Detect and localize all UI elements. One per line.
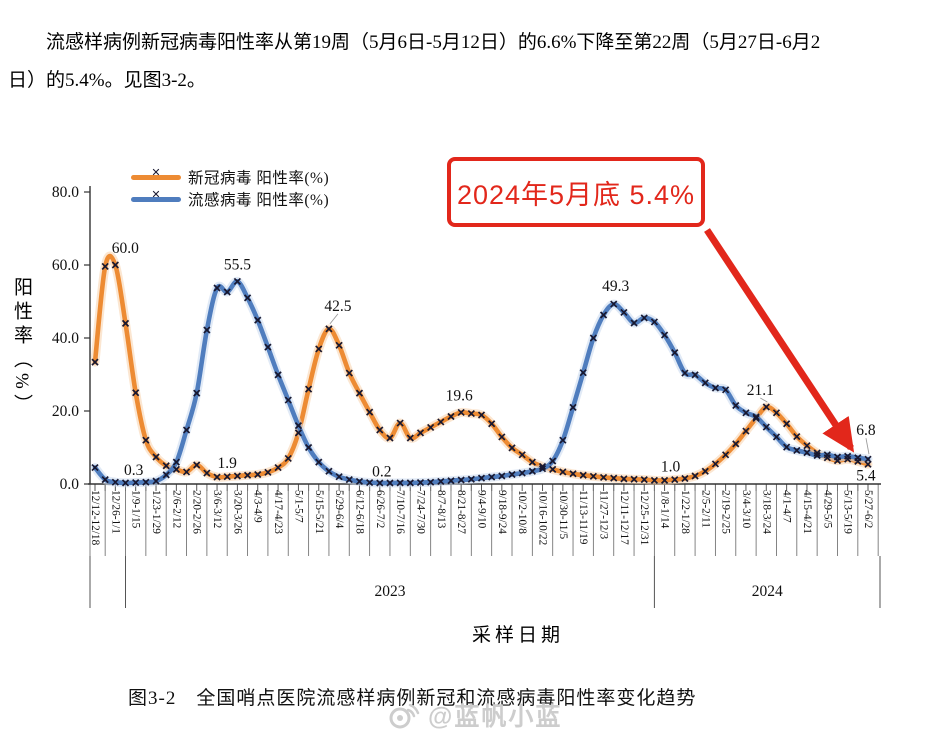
y-axis-title: 阳性率（%） — [11, 277, 32, 418]
x-axis-title: 采样日期 — [471, 625, 565, 646]
svg-text:11/27-12/3: 11/27-12/3 — [598, 490, 610, 540]
covid-line-swatch: ✕ — [131, 167, 181, 180]
svg-text:40.0: 40.0 — [52, 330, 79, 347]
legend-item-flu: ✕ 流感病毒 阳性率(%) — [131, 188, 329, 210]
svg-text:19.6: 19.6 — [446, 387, 473, 404]
svg-text:60.0: 60.0 — [52, 257, 79, 274]
svg-text:4/3-4/9: 4/3-4/9 — [252, 490, 264, 523]
svg-text:5/15-5/21: 5/15-5/21 — [313, 490, 325, 534]
svg-text:7/10-7/16: 7/10-7/16 — [394, 490, 406, 534]
svg-text:1/9-1/15: 1/9-1/15 — [130, 490, 142, 529]
annotation-arrow — [704, 228, 855, 453]
svg-text:11/13-11/19: 11/13-11/19 — [577, 490, 589, 545]
annotation-box: 2024年5月底 5.4% — [447, 157, 705, 227]
svg-text:8/7-8/13: 8/7-8/13 — [435, 490, 447, 529]
svg-text:4/17-4/23: 4/17-4/23 — [272, 490, 284, 534]
svg-text:12/12-12/18: 12/12-12/18 — [89, 490, 101, 546]
svg-text:2/5-2/11: 2/5-2/11 — [699, 490, 711, 528]
flu-line-swatch: ✕ — [131, 189, 181, 202]
svg-text:2/6-2/12: 2/6-2/12 — [170, 490, 182, 529]
svg-text:2023: 2023 — [374, 583, 405, 600]
x-marker-icon: ✕ — [151, 187, 161, 201]
x-marker-icon: ✕ — [151, 165, 161, 179]
svg-text:3/18-3/24: 3/18-3/24 — [760, 490, 772, 534]
svg-text:5/1-5/7: 5/1-5/7 — [292, 490, 304, 523]
svg-text:5/27-6/2: 5/27-6/2 — [862, 490, 874, 529]
chart-legend: ✕ 新冠病毒 阳性率(%) ✕ 流感病毒 阳性率(%) — [131, 166, 329, 210]
svg-text:3/20-3/26: 3/20-3/26 — [231, 490, 243, 534]
svg-text:5.4: 5.4 — [856, 467, 876, 484]
paragraph-line-1: 流感样病例新冠病毒阳性率从第19周（5月6日-5月12日）的6.6%下降至第22… — [46, 32, 821, 53]
annotation-text: 2024年5月底 5.4% — [456, 179, 696, 210]
svg-text:12/25-12/31: 12/25-12/31 — [638, 490, 650, 545]
watermark-text: @蓝帆小蓝 — [428, 703, 563, 731]
watermark: @蓝帆小蓝 — [388, 697, 562, 733]
svg-text:5/13-5/19: 5/13-5/19 — [842, 490, 854, 534]
svg-text:1.9: 1.9 — [218, 455, 238, 472]
svg-text:1/23-1/29: 1/23-1/29 — [150, 490, 162, 534]
svg-text:2/20-2/26: 2/20-2/26 — [191, 490, 203, 534]
svg-text:1/8-1/14: 1/8-1/14 — [659, 490, 671, 529]
svg-text:9/18-9/24: 9/18-9/24 — [496, 490, 508, 534]
svg-text:4/15-4/21: 4/15-4/21 — [801, 490, 813, 534]
svg-text:6.8: 6.8 — [856, 422, 876, 439]
watermark-logo-icon — [389, 703, 420, 729]
svg-text:10/2-10/8: 10/2-10/8 — [516, 490, 528, 534]
svg-text:21.1: 21.1 — [747, 382, 774, 399]
figure-caption: 图3-2 全国哨点医院流感样病例新冠和流感病毒阳性率变化趋势 — [128, 688, 697, 709]
svg-text:2/19-2/25: 2/19-2/25 — [720, 490, 732, 534]
svg-text:10/30-11/5: 10/30-11/5 — [557, 490, 569, 540]
svg-text:6/12-6/18: 6/12-6/18 — [353, 490, 365, 534]
svg-text:4/1-4/7: 4/1-4/7 — [781, 490, 793, 523]
svg-text:60.0: 60.0 — [112, 240, 139, 257]
svg-text:80.0: 80.0 — [52, 184, 79, 201]
svg-text:20.0: 20.0 — [52, 403, 79, 420]
svg-text:10/16-10/22: 10/16-10/22 — [537, 490, 549, 546]
svg-text:9/4-9/10: 9/4-9/10 — [475, 490, 487, 529]
svg-text:5/29-6/4: 5/29-6/4 — [333, 490, 345, 529]
svg-text:12/11-12/17: 12/11-12/17 — [618, 490, 630, 545]
legend-label-flu: 流感病毒 阳性率(%) — [188, 192, 330, 209]
svg-text:12/26-1/1: 12/26-1/1 — [109, 490, 121, 534]
svg-text:3/6-3/12: 3/6-3/12 — [211, 490, 223, 529]
svg-text:3/4-3/10: 3/4-3/10 — [740, 490, 752, 529]
svg-text:0.2: 0.2 — [372, 463, 391, 480]
svg-text:55.5: 55.5 — [224, 256, 251, 273]
intro-paragraph: 流感样病例新冠病毒阳性率从第19周（5月6日-5月12日）的6.6%下降至第22… — [8, 24, 936, 100]
legend-item-covid: ✕ 新冠病毒 阳性率(%) — [131, 166, 329, 188]
svg-text:4/29-5/5: 4/29-5/5 — [821, 490, 833, 529]
svg-text:0.3: 0.3 — [124, 462, 144, 479]
paragraph-line-2: 日）的5.4%。见图3-2。 — [8, 70, 206, 91]
svg-text:0.0: 0.0 — [60, 476, 80, 493]
legend-label-covid: 新冠病毒 阳性率(%) — [188, 170, 330, 187]
svg-text:8/21-8/27: 8/21-8/27 — [455, 490, 467, 534]
svg-text:1/22-1/28: 1/22-1/28 — [679, 490, 691, 534]
svg-text:2024: 2024 — [752, 583, 783, 600]
svg-text:49.3: 49.3 — [602, 278, 629, 295]
svg-text:42.5: 42.5 — [324, 298, 351, 315]
svg-text:1.0: 1.0 — [661, 458, 681, 475]
svg-text:7/24-7/30: 7/24-7/30 — [414, 490, 426, 534]
svg-text:6/26-7/2: 6/26-7/2 — [374, 490, 386, 529]
